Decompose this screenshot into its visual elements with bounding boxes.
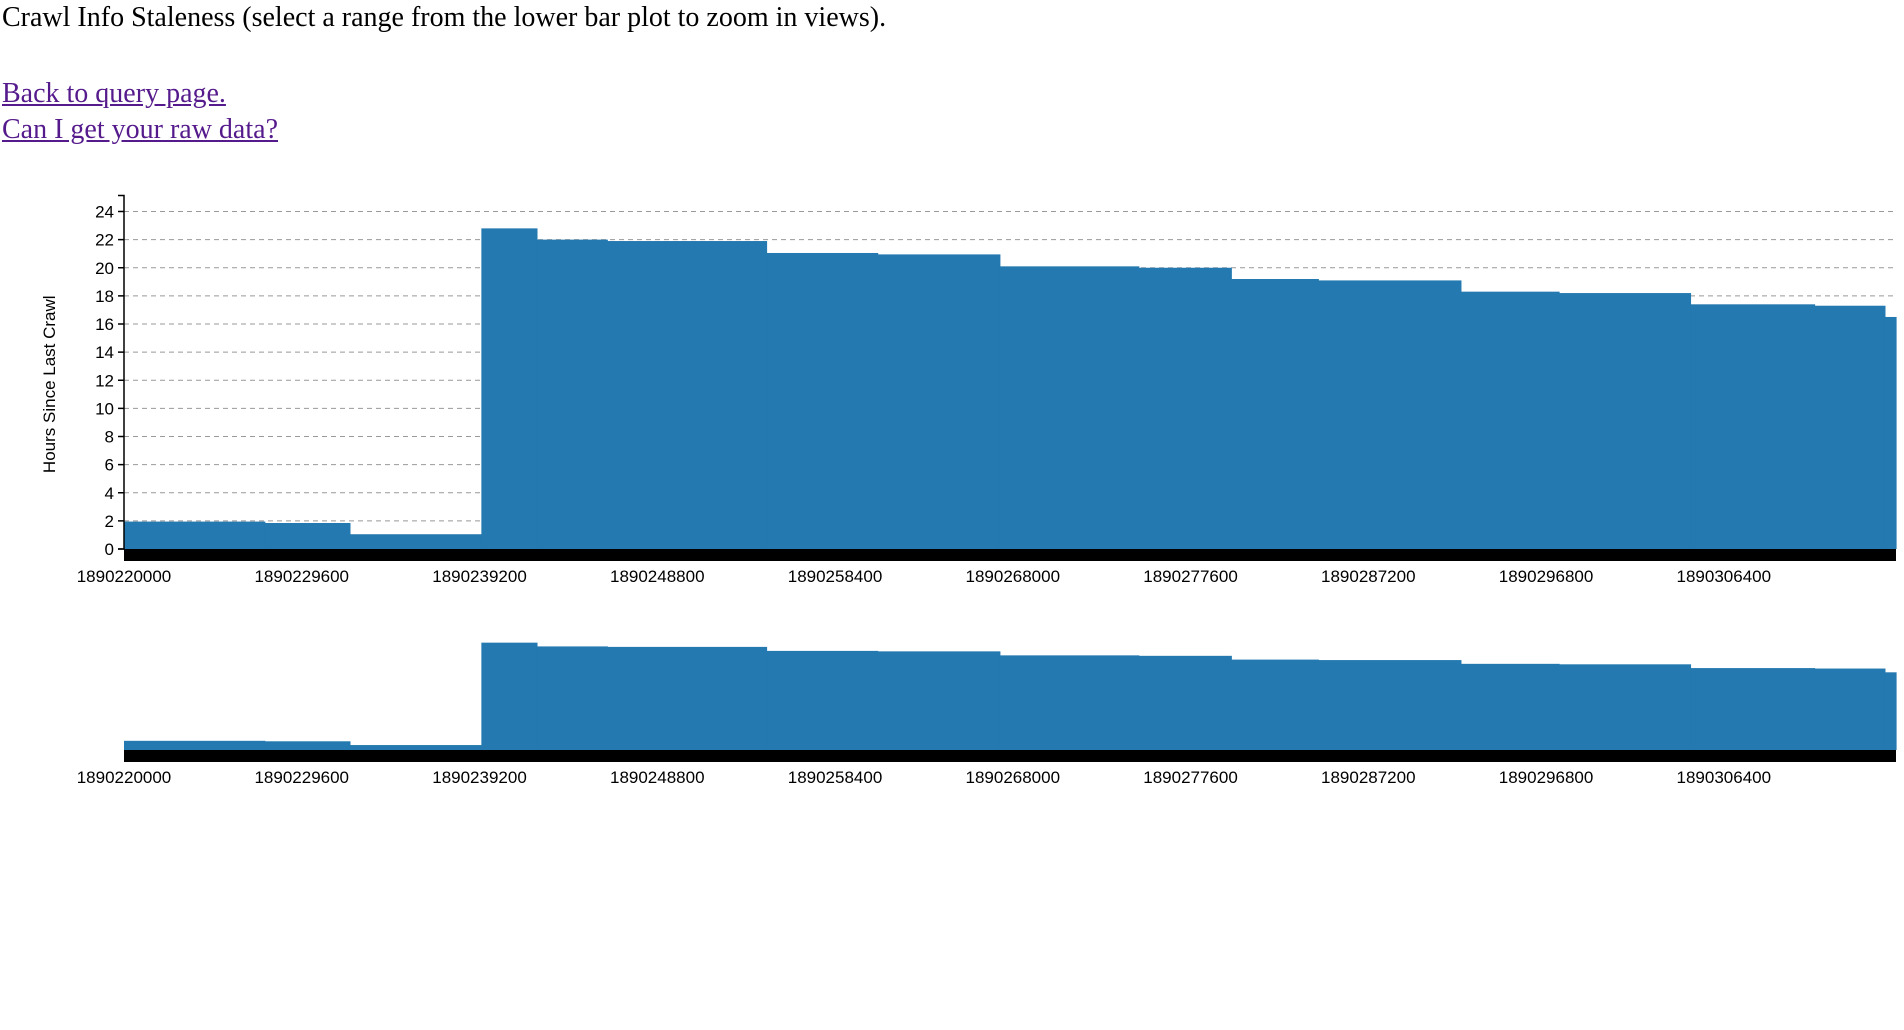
page-heading: Crawl Info Staleness (select a range fro… bbox=[2, 2, 887, 33]
context-x-tick-label: 1890268000 bbox=[966, 768, 1061, 787]
y-tick-label: 6 bbox=[105, 456, 114, 475]
bar bbox=[349, 534, 482, 549]
bar bbox=[481, 228, 538, 549]
x-tick-label: 1890229600 bbox=[254, 567, 349, 586]
y-tick-label: 22 bbox=[95, 231, 114, 250]
context-bar bbox=[1138, 655, 1232, 750]
context-bar bbox=[766, 650, 879, 750]
x-tick-label: 1890239200 bbox=[432, 567, 527, 586]
context-bar bbox=[1318, 660, 1462, 750]
context-bar bbox=[999, 655, 1140, 750]
y-tick-label: 8 bbox=[105, 428, 114, 447]
x-tick-label: 1890306400 bbox=[1677, 567, 1772, 586]
context-x-tick-label: 1890239200 bbox=[432, 768, 527, 787]
bar bbox=[124, 521, 266, 549]
context-x-tick-label: 1890287200 bbox=[1321, 768, 1416, 787]
x-tick-label: 1890277600 bbox=[1143, 567, 1238, 586]
context-x-tick-label: 1890248800 bbox=[610, 768, 705, 787]
context-brush-area[interactable] bbox=[124, 627, 1896, 750]
y-tick-label: 24 bbox=[95, 203, 114, 222]
bar bbox=[536, 239, 608, 549]
bar bbox=[1138, 267, 1232, 549]
context-bar bbox=[1884, 672, 1897, 750]
y-tick-label: 14 bbox=[95, 343, 114, 362]
y-axis-label: Hours Since Last Crawl bbox=[40, 295, 59, 473]
context-bar bbox=[1231, 659, 1319, 750]
context-x-axis-band bbox=[124, 750, 1896, 762]
bar bbox=[1231, 279, 1319, 549]
context-x-tick-label: 1890220000 bbox=[77, 768, 172, 787]
x-tick-label: 1890268000 bbox=[966, 567, 1061, 586]
context-bar bbox=[349, 745, 482, 750]
bar bbox=[766, 252, 879, 549]
x-axis-band bbox=[124, 549, 1896, 561]
bar bbox=[1318, 280, 1462, 549]
x-tick-label: 1890248800 bbox=[610, 567, 705, 586]
context-x-tick-label: 1890277600 bbox=[1143, 768, 1238, 787]
bar bbox=[999, 266, 1140, 549]
bar bbox=[1884, 316, 1897, 549]
links-block: Back to query page. Can I get your raw d… bbox=[2, 76, 278, 148]
bar bbox=[1814, 305, 1886, 549]
bar bbox=[264, 522, 351, 549]
y-tick-label: 18 bbox=[95, 287, 114, 306]
context-x-tick-label: 1890258400 bbox=[788, 768, 883, 787]
bar bbox=[1559, 293, 1692, 549]
x-tick-label: 1890287200 bbox=[1321, 567, 1416, 586]
context-x-tick-label: 1890229600 bbox=[254, 768, 349, 787]
y-tick-label: 10 bbox=[95, 399, 114, 418]
x-tick-label: 1890258400 bbox=[788, 567, 883, 586]
y-tick-label: 16 bbox=[95, 315, 114, 334]
context-bar bbox=[264, 741, 351, 750]
context-bar bbox=[481, 642, 538, 750]
context-bar bbox=[1559, 664, 1692, 750]
bar bbox=[1690, 304, 1816, 549]
context-bar bbox=[1460, 663, 1560, 750]
context-bar bbox=[124, 740, 266, 750]
back-to-query-link[interactable]: Back to query page. bbox=[2, 78, 226, 109]
context-bar bbox=[1690, 668, 1816, 750]
context-bar bbox=[1814, 668, 1886, 750]
context-bar bbox=[607, 646, 768, 750]
context-x-tick-label: 1890296800 bbox=[1499, 768, 1594, 787]
y-tick-label: 20 bbox=[95, 259, 114, 278]
raw-data-link[interactable]: Can I get your raw data? bbox=[2, 114, 278, 145]
bar bbox=[607, 241, 768, 549]
y-tick-label: 2 bbox=[105, 512, 114, 531]
context-x-tick-label: 1890306400 bbox=[1677, 768, 1772, 787]
bar bbox=[1460, 291, 1560, 549]
bar bbox=[877, 254, 1001, 549]
y-axis-line bbox=[118, 194, 125, 550]
x-tick-label: 1890296800 bbox=[1499, 567, 1594, 586]
x-tick-label: 1890220000 bbox=[77, 567, 172, 586]
y-tick-label: 12 bbox=[95, 371, 114, 390]
y-tick-label: 4 bbox=[105, 484, 114, 503]
context-bar bbox=[536, 646, 608, 750]
context-bar bbox=[877, 651, 1001, 750]
y-tick-label: 0 bbox=[105, 540, 114, 559]
